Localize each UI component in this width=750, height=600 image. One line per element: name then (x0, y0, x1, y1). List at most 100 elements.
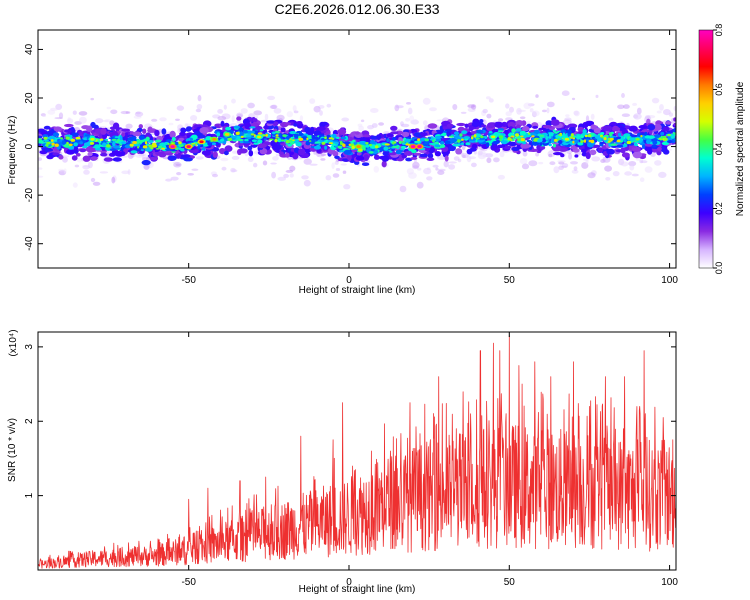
spectrogram-cell (298, 137, 304, 141)
spectrogram-cell (429, 107, 437, 112)
spectrogram-cell (42, 114, 47, 117)
spectrogram-cell (103, 157, 113, 162)
spectrogram-cell (568, 153, 573, 160)
spectrogram-cell (360, 119, 365, 123)
spectrogram-cell (275, 134, 279, 137)
spectrogram-cell (576, 134, 581, 140)
spectrogram-cell (538, 127, 543, 131)
spectrogram-cell (125, 111, 131, 114)
spectrogram-cell (510, 135, 515, 138)
spectrogram-cell (391, 145, 400, 148)
spectrogram-cell (539, 141, 543, 146)
spectrogram-cell (416, 181, 424, 189)
spectrogram-cell (552, 129, 556, 132)
spectrogram-cell (509, 106, 514, 113)
spectrogram-cell (564, 125, 570, 129)
spectrogram-cell (292, 152, 299, 160)
spectrogram-cell (381, 155, 390, 162)
spectrogram-cell (363, 147, 366, 151)
spectrogram-cell (135, 154, 144, 158)
spectrogram-cell (293, 110, 299, 114)
spectrogram-cell (505, 111, 512, 117)
spectrogram-cell (161, 128, 167, 135)
spectrogram-cell (64, 123, 74, 128)
spectrogram-cell (400, 145, 407, 149)
spectrogram-cell (244, 138, 249, 142)
spectrogram-cell (562, 163, 569, 168)
spectrogram-cell (471, 135, 474, 137)
spectrogram-cell (168, 122, 174, 126)
spectrogram-cell (161, 147, 166, 150)
spectrogram-cell (602, 156, 611, 163)
spectrogram-cell (587, 134, 592, 138)
spectrogram-cell (499, 138, 502, 142)
spectrogram-cell (340, 136, 347, 140)
spectrogram-cell (567, 123, 578, 129)
y-tick-label: -20 (24, 187, 35, 202)
spectrogram-cell (471, 104, 477, 110)
spectrogram-cell (217, 116, 227, 121)
spectrogram-cell (620, 136, 624, 141)
spectrogram-cell (85, 134, 90, 137)
spectrogram-cell (631, 173, 639, 177)
spectrogram-cell (549, 161, 556, 166)
spectrogram-cell (109, 148, 117, 151)
spectrogram-cell (427, 153, 434, 159)
spectrogram-cell (288, 151, 295, 156)
spectrogram-cell (612, 171, 620, 177)
spectrogram-cell (528, 160, 538, 167)
spectrogram-cell (38, 157, 43, 161)
spectrogram-cell (61, 140, 66, 145)
spectrogram-cell (92, 146, 101, 149)
spectrogram-cell (539, 134, 545, 137)
spectrogram-cell (439, 144, 446, 149)
spectrogram-cell (50, 107, 58, 111)
spectrogram-cell (138, 124, 143, 129)
spectrogram-cell (151, 142, 157, 146)
spectrogram-cell (365, 144, 370, 148)
spectrogram-cell (42, 134, 49, 138)
spectrogram-cell (307, 138, 316, 144)
spectrogram-cell (370, 108, 379, 113)
spectrogram-cell (545, 135, 549, 140)
spectrogram-cell (267, 95, 276, 101)
spectrogram-cell (520, 135, 524, 138)
spectrogram-cell (522, 151, 528, 157)
spectrogram-cell (466, 155, 472, 163)
spectrogram-cell (457, 139, 461, 143)
colorbar: 0.0 0.2 0.4 0.6 0.8 Normalized spectral ampl… (698, 24, 746, 274)
spectrogram-cell (486, 157, 492, 164)
spectrogram-cell (476, 129, 484, 134)
spectrogram-cell (289, 165, 296, 172)
y-tick-label: 2 (24, 418, 35, 424)
spectrogram-cell (98, 141, 102, 144)
spectrogram-cell (223, 150, 229, 156)
spectrogram-cell (224, 137, 228, 141)
spectrogram-cell (121, 131, 126, 137)
spectrogram-cell (63, 168, 67, 174)
spectrogram-cell (331, 162, 335, 169)
colorbar-tick-label: 0.2 (714, 202, 724, 215)
spectrogram-cell (52, 132, 60, 137)
spectrogram-cell (488, 98, 494, 103)
spectrogram-cell (231, 115, 235, 123)
spectrogram-cell (390, 125, 398, 131)
spectrogram-cell (286, 111, 293, 118)
spectrogram-cell (265, 133, 269, 137)
spectrogram-cell (82, 155, 91, 162)
spectrogram-cell (497, 130, 504, 133)
spectrogram-cell (44, 147, 49, 153)
spectrogram-cell (293, 123, 298, 127)
spectrogram-cell (112, 157, 123, 162)
snr-y-multiplier: (x10⁴) (8, 329, 19, 356)
spectrogram-cell (225, 126, 232, 131)
spectrogram-cell (264, 138, 268, 141)
spectrogram-cell (291, 139, 296, 142)
spectrogram-cell (606, 148, 615, 155)
spectrogram-cell (636, 107, 642, 115)
spectrogram-cell (257, 132, 263, 135)
spectrogram-cell (591, 156, 601, 162)
spectrogram-cell (608, 117, 614, 121)
spectrogram-cell (342, 170, 347, 174)
spectrogram-cell (570, 161, 578, 165)
